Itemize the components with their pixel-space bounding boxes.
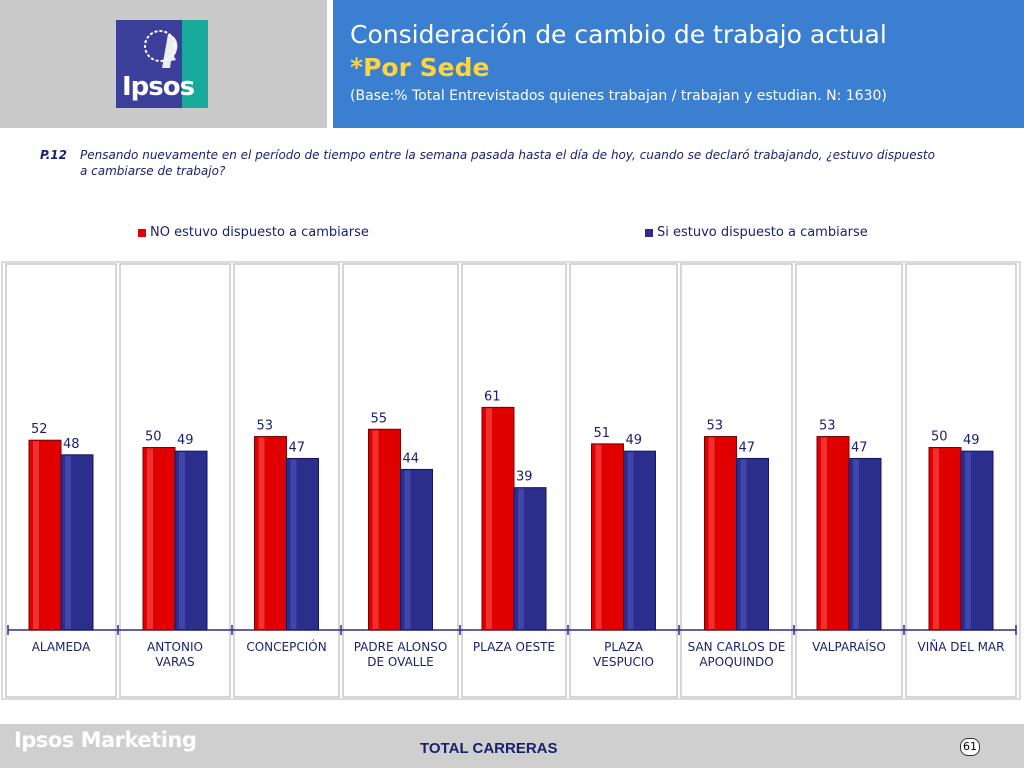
- category-label-3-0: PADRE ALONSO: [354, 640, 448, 654]
- bar-si-5: [623, 450, 656, 631]
- bar-no-3: [368, 428, 401, 631]
- bar-si-8: [960, 450, 994, 631]
- bar-si-4: [513, 487, 547, 631]
- value-label-no-5: 51: [594, 426, 611, 441]
- category-label-3-1: DE OVALLE: [367, 655, 433, 669]
- bar-si-6: [736, 457, 769, 631]
- bar-no-highlight-1: [147, 448, 153, 629]
- bar-no-5: [591, 443, 624, 631]
- bar-no-highlight-3: [372, 430, 379, 629]
- bar-si-highlight-4: [518, 488, 524, 629]
- value-label-no-2: 53: [257, 419, 274, 434]
- category-label-6-0: SAN CARLOS DE: [688, 640, 786, 654]
- value-label-si-8: 49: [963, 433, 980, 448]
- bar-si-highlight-7: [853, 459, 859, 629]
- bar-no-8: [928, 447, 962, 631]
- panel-7: [795, 263, 903, 698]
- bar-si-highlight-5: [627, 452, 634, 629]
- legend-label-no: NO estuvo dispuesto a cambiarse: [150, 225, 369, 240]
- category-label-2-0: CONCEPCIÓN: [246, 639, 326, 654]
- question-line-1: Pensando nuevamente en el período de tie…: [80, 148, 935, 162]
- face-silhouette-icon: [144, 30, 178, 68]
- page-subtitle-sede: *Por Sede: [350, 53, 490, 82]
- value-label-no-0: 52: [31, 422, 48, 437]
- panel-1: [119, 263, 231, 698]
- panel-4: [461, 263, 567, 698]
- value-label-no-1: 50: [145, 430, 162, 445]
- footer-brand: Ipsos Marketing: [14, 728, 197, 752]
- value-label-no-4: 61: [484, 389, 501, 404]
- question-number: P.12: [40, 148, 67, 162]
- category-label-7-0: VALPARAÍSO: [812, 639, 886, 654]
- value-label-no-7: 53: [819, 419, 836, 434]
- category-label-1-1: VARAS: [155, 655, 194, 669]
- panel-6: [680, 263, 793, 698]
- bar-si-2: [286, 457, 319, 631]
- bar-si-highlight-6: [740, 459, 747, 629]
- category-label-1-0: ANTONIO: [147, 640, 203, 654]
- value-label-si-1: 49: [177, 433, 194, 448]
- panel-3: [342, 263, 459, 698]
- bar-si-highlight-0: [65, 455, 71, 629]
- header-logo-panel: Ipsos: [0, 0, 327, 128]
- category-label-5-1: VESPUCIO: [593, 655, 654, 669]
- bar-si-highlight-8: [965, 452, 971, 629]
- legend-item-no: NO estuvo dispuesto a cambiarse: [138, 225, 369, 240]
- value-label-si-3: 44: [403, 451, 420, 466]
- bar-no-highlight-4: [486, 408, 492, 629]
- panel-0: [5, 263, 117, 698]
- panel-5: [569, 263, 678, 698]
- category-label-6-1: APOQUINDO: [699, 655, 773, 669]
- page-number: 61: [960, 738, 980, 756]
- legend-label-si: Si estuvo dispuesto a cambiarse: [657, 225, 868, 240]
- bar-no-highlight-2: [258, 437, 265, 629]
- question-line-2: a cambiarse de trabajo?: [80, 164, 226, 178]
- bar-no-6: [704, 436, 737, 631]
- chart-frame: [1, 261, 1021, 700]
- bar-no-highlight-7: [821, 437, 827, 629]
- page-title: Consideración de cambio de trabajo actua…: [350, 20, 887, 49]
- bar-no-highlight-8: [933, 448, 939, 629]
- bar-si-3: [400, 468, 433, 631]
- bar-si-highlight-3: [404, 470, 411, 629]
- legend-swatch-red: [138, 228, 146, 237]
- bar-si-highlight-1: [179, 452, 185, 629]
- legend-item-si: Si estuvo dispuesto a cambiarse: [645, 225, 868, 240]
- category-label-5-0: PLAZA: [604, 640, 644, 654]
- footer-section-label: TOTAL CARRERAS: [420, 740, 558, 757]
- footer-bar: [0, 724, 1024, 768]
- legend-swatch-blue: [645, 228, 653, 237]
- value-label-no-6: 53: [707, 419, 724, 434]
- logo-wordmark: Ipsos: [122, 72, 195, 102]
- bar-si-0: [60, 454, 94, 631]
- value-label-si-7: 47: [851, 440, 868, 455]
- value-label-si-5: 49: [626, 433, 643, 448]
- bar-si-highlight-2: [290, 459, 297, 629]
- header-title-panel: [333, 0, 1024, 128]
- bar-no-highlight-0: [33, 441, 39, 629]
- value-label-si-4: 39: [516, 470, 533, 485]
- category-label-8-0: VIÑA DEL MAR: [918, 639, 1005, 654]
- bar-si-7: [848, 457, 882, 631]
- bar-no-4: [481, 406, 515, 631]
- value-label-si-0: 48: [63, 437, 80, 452]
- value-label-si-6: 47: [739, 440, 756, 455]
- value-label-si-2: 47: [289, 440, 306, 455]
- value-label-no-8: 50: [931, 430, 948, 445]
- bar-no-2: [254, 436, 287, 631]
- category-label-0-0: ALAMEDA: [32, 640, 91, 654]
- bar-no-0: [28, 439, 62, 631]
- bar-si-1: [174, 450, 208, 631]
- bar-no-highlight-5: [595, 444, 602, 629]
- bar-no-highlight-6: [708, 437, 715, 629]
- value-label-no-3: 55: [371, 411, 388, 426]
- panel-2: [233, 263, 340, 698]
- bar-no-7: [816, 436, 850, 631]
- panel-8: [905, 263, 1017, 698]
- question-text: P.12 Pensando nuevamente en el período de…: [40, 147, 980, 179]
- category-label-4-0: PLAZA OESTE: [473, 640, 555, 654]
- bar-no-1: [142, 447, 176, 631]
- base-note: (Base:% Total Entrevistados quienes trab…: [350, 88, 887, 104]
- ipsos-logo: Ipsos: [116, 20, 208, 108]
